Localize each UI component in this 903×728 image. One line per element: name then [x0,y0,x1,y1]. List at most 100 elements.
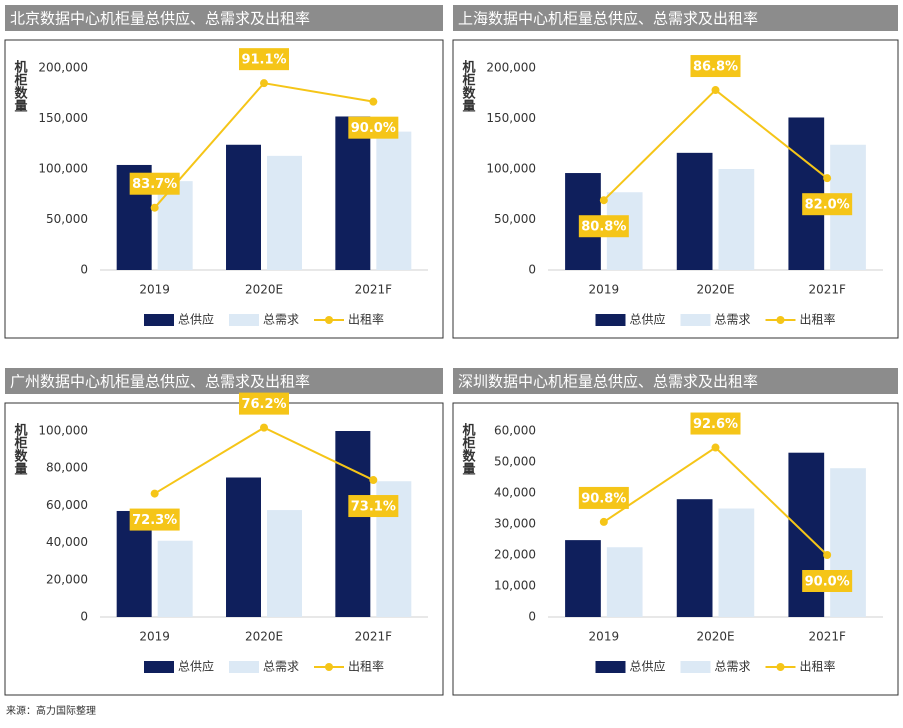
legend-swatch [325,663,333,671]
y-tick-label: 30,000 [494,517,536,531]
value-label: 83.7% [132,177,177,192]
y-tick-label: 100,000 [38,162,88,176]
y-tick-label: 60,000 [46,498,88,512]
value-label: 76.2% [241,397,286,412]
value-label-box [129,508,180,531]
value-label: 90.0% [351,121,396,136]
bar [718,169,755,270]
legend-label: 总需求 [263,313,299,327]
bar [335,116,371,270]
rate-point [150,489,159,498]
legend-swatch [144,661,174,673]
y-tick-label: 80,000 [46,461,88,475]
x-tick-label: 2019 [589,630,620,644]
x-tick-label: 2021F [355,630,393,644]
x-tick-label: 2020E [696,630,734,644]
title-bar [5,5,443,31]
y-tick-label: 10,000 [494,579,536,593]
legend-label: 总需求 [715,660,751,674]
value-label-box [578,486,629,509]
legend-swatch [229,314,259,326]
y-tick-label: 150,000 [38,111,88,125]
bar [606,547,643,617]
y-tick-label: 0 [528,610,536,624]
chart-title: 上海数据中心机柜量总供应、总需求及出租率 [458,10,758,28]
y-tick-label: 50,000 [494,212,536,226]
y-tick-label: 200,000 [38,61,88,75]
y-tick-label: 40,000 [494,486,536,500]
bar [376,131,412,270]
value-label: 91.1% [241,53,286,68]
value-label-box [348,495,399,518]
rate-point [711,443,720,452]
value-label: 92.6% [693,417,738,432]
y-tick-label: 150,000 [486,111,536,125]
y-tick-label: 20,000 [46,572,88,586]
title-bar [453,368,898,394]
bar [267,510,302,617]
value-label: 86.8% [693,60,738,75]
value-label: 73.1% [351,500,396,515]
x-tick-label: 2020E [245,630,283,644]
y-tick-label: 60,000 [494,424,536,438]
y-tick-label: 50,000 [494,455,536,469]
bar [718,508,755,617]
value-label-box [690,412,741,435]
legend-label: 总需求 [263,660,299,674]
legend-swatch [680,314,711,326]
y-tick-label: 0 [80,610,88,624]
y-axis-label: 机柜数量 [12,59,29,113]
value-label-box [348,116,399,139]
legend-swatch [776,663,785,671]
value-label-box [802,570,853,592]
chart-title: 广州数据中心机柜量总供应、总需求及出租率 [10,373,310,391]
legend-label: 出租率 [800,659,836,674]
bar [157,540,193,617]
y-tick-label: 50,000 [46,212,88,226]
legend-swatch [144,314,174,326]
bar [267,155,302,270]
rate-point [369,97,378,106]
y-axis-label: 机柜数量 [460,59,477,113]
legend-label: 出租率 [348,312,384,327]
bar [226,477,261,617]
x-tick-label: 2019 [139,630,170,644]
x-tick-label: 2019 [139,283,170,297]
bar [830,468,866,617]
legend-swatch [595,661,626,673]
bar [157,181,193,270]
value-label-box [129,172,180,195]
y-tick-label: 0 [80,263,88,277]
rate-point [711,86,720,95]
y-tick-label: 0 [528,263,536,277]
panel-frame [4,39,444,339]
rate-point [823,551,832,559]
title-bar [453,5,898,31]
legend-label: 出租率 [800,312,836,327]
bar [676,499,713,617]
x-tick-label: 2020E [245,283,283,297]
x-tick-label: 2019 [589,283,620,297]
rate-point [823,174,832,183]
value-label-box [239,392,289,415]
legend-label: 总供应 [630,659,666,674]
y-tick-label: 40,000 [46,535,88,549]
value-label: 80.8% [581,220,626,235]
value-label-box [578,215,629,238]
rate-point [260,423,268,432]
value-label-box [239,48,289,71]
rate-point [150,203,159,212]
legend-swatch [325,316,333,324]
rate-point [599,517,608,526]
y-tick-label: 100,000 [38,424,88,438]
title-bar [5,368,443,394]
source-note: 来源：高力国际整理 [6,704,96,717]
legend-swatch [595,314,626,326]
rate-point [260,79,268,88]
bar [335,431,371,617]
panel-frame [452,39,899,339]
y-tick-label: 200,000 [486,61,536,75]
chart-title: 深圳数据中心机柜量总供应、总需求及出租率 [458,373,758,391]
panel-frame [4,402,444,696]
